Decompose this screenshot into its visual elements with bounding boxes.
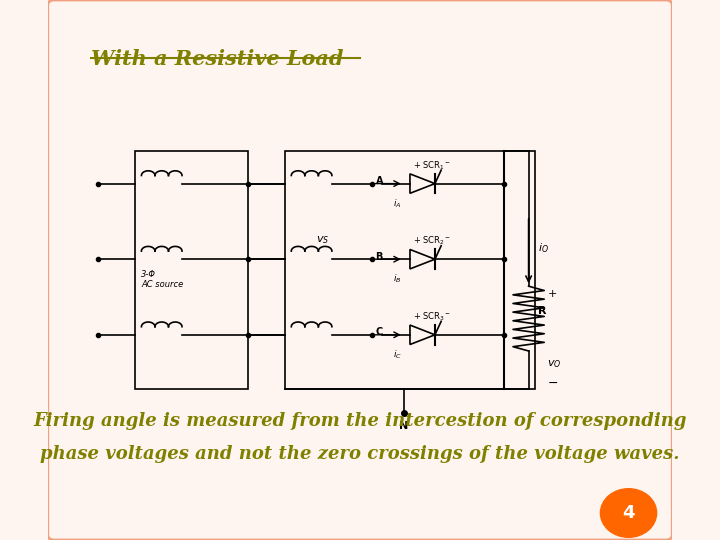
FancyBboxPatch shape [48,0,672,540]
Text: $v_O$: $v_O$ [547,359,562,370]
Text: A: A [376,176,383,186]
Text: R: R [538,306,546,315]
Text: C: C [376,327,383,337]
Text: $i_C$: $i_C$ [393,348,402,361]
Text: 4: 4 [622,504,635,522]
Text: 3-Φ
AC source: 3-Φ AC source [141,270,184,289]
Text: +: + [547,289,557,299]
Text: Firing angle is measured from the intercestion of corresponding: Firing angle is measured from the interc… [33,412,687,430]
Text: With a Resistive Load: With a Resistive Load [91,49,344,69]
Circle shape [600,489,657,537]
Text: $i_O$: $i_O$ [538,241,549,255]
Text: + SCR$_3$$^-$: + SCR$_3$$^-$ [413,310,451,323]
Text: $v_S$: $v_S$ [316,234,330,246]
Text: + SCR$_1$$^-$: + SCR$_1$$^-$ [413,159,451,172]
Text: B: B [376,252,383,261]
Text: phase voltages and not the zero crossings of the voltage waves.: phase voltages and not the zero crossing… [40,444,680,463]
Text: $i_B$: $i_B$ [393,273,402,285]
Text: N: N [399,421,408,431]
Text: + SCR$_2$$^-$: + SCR$_2$$^-$ [413,235,451,247]
Text: −: − [547,377,558,390]
Text: $i_A$: $i_A$ [393,197,402,210]
